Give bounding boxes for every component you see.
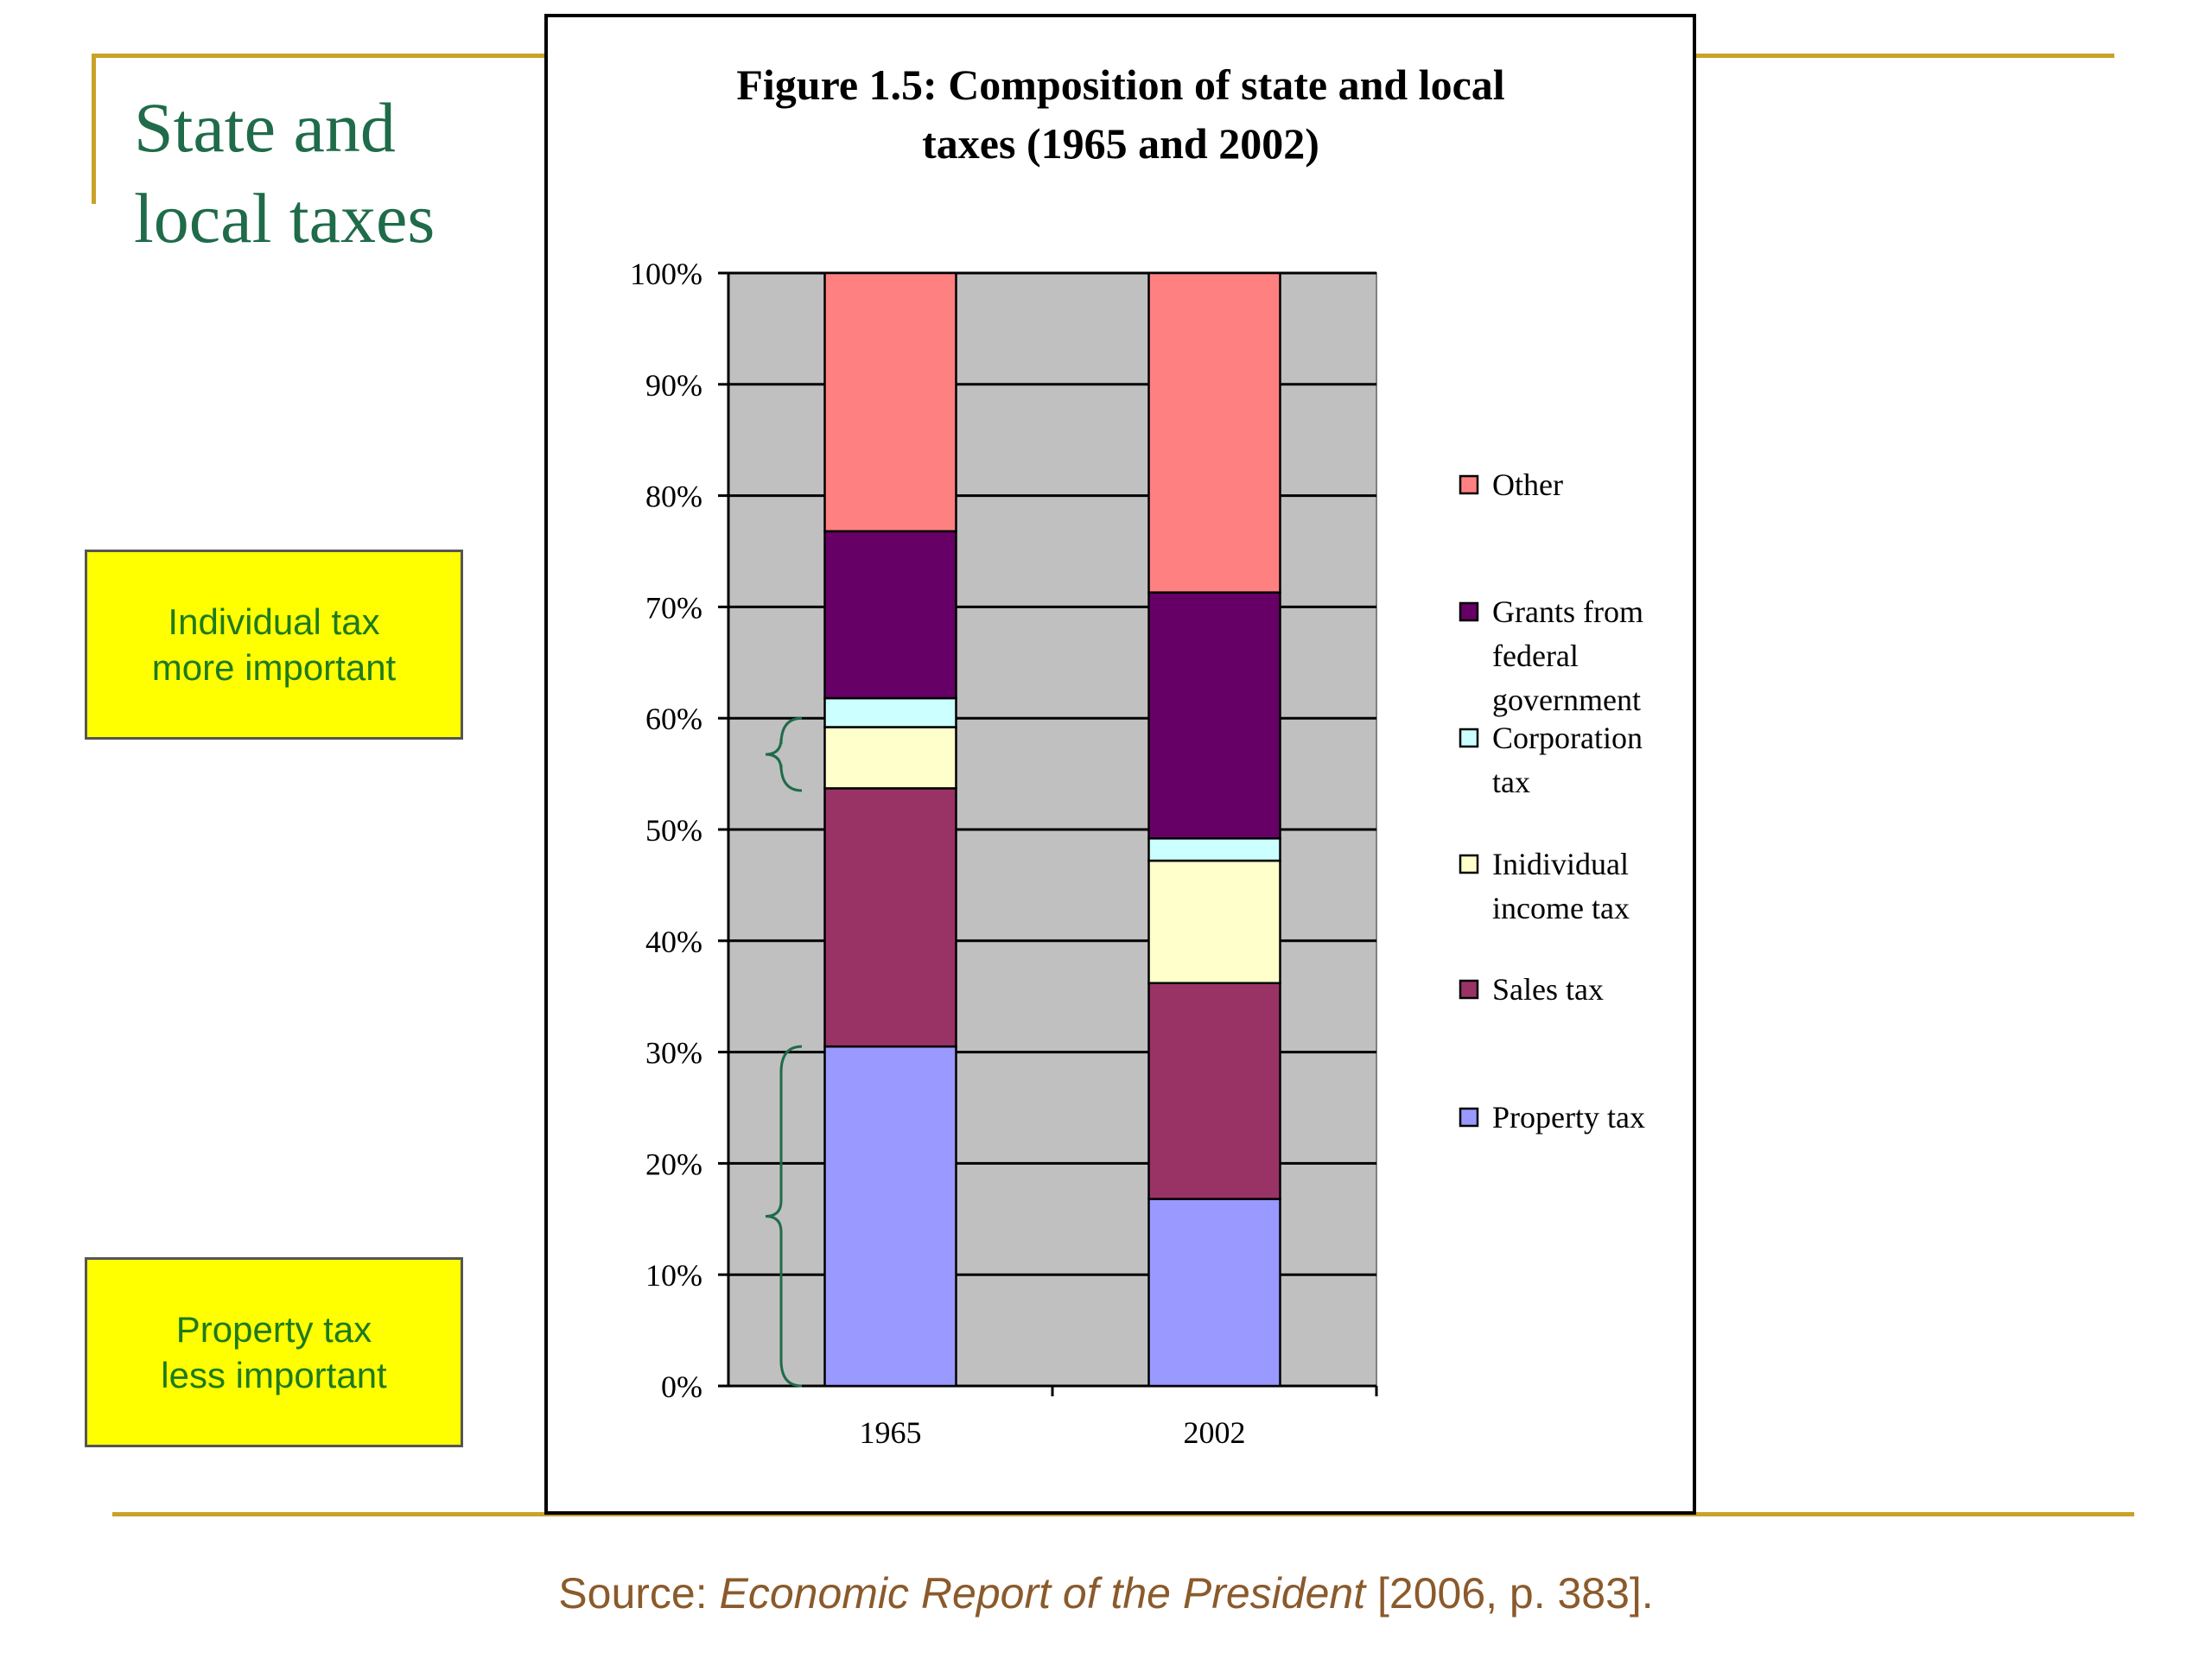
- y-tick-label: 100%: [630, 257, 702, 291]
- y-tick-label: 80%: [645, 480, 702, 514]
- top-left-rule: [92, 54, 544, 58]
- y-tick-label: 0%: [661, 1370, 702, 1404]
- chart-title-line1: Figure 1.5: Composition of state and loc…: [736, 60, 1504, 109]
- bar-segment: [1147, 591, 1281, 840]
- y-tick-label: 10%: [645, 1258, 702, 1293]
- legend-label: Other: [1492, 467, 1563, 502]
- bar-segment: [1147, 271, 1281, 594]
- legend-label: Inidividual: [1492, 847, 1629, 881]
- chart-title-line2: taxes (1965 and 2002): [922, 119, 1319, 168]
- individual-tax-brace: [765, 716, 803, 792]
- legend-label: income tax: [1492, 891, 1630, 925]
- legend-label: Property tax: [1492, 1100, 1645, 1135]
- legend-label: tax: [1492, 765, 1530, 799]
- bar-segment: [823, 726, 957, 790]
- slide-title-line2: local taxes: [134, 179, 435, 257]
- bar-segment: [823, 530, 957, 700]
- legend-swatch: [1459, 1107, 1479, 1128]
- bar-segment: [823, 787, 957, 1048]
- source-title: Economic Report of the President: [719, 1569, 1366, 1618]
- bar-segment: [823, 1045, 957, 1388]
- bar-segment: [1147, 1198, 1281, 1388]
- left-vertical-rule: [92, 54, 96, 204]
- legend-label: Grants from: [1492, 594, 1643, 629]
- property-tax-brace: [765, 1045, 803, 1388]
- legend-swatch: [1459, 474, 1479, 495]
- legend-swatch: [1459, 979, 1479, 1000]
- legend-label: Corporation: [1492, 721, 1643, 755]
- bar-segment: [823, 271, 957, 533]
- y-tick-label: 20%: [645, 1147, 702, 1181]
- source-suffix: [2006, p. 383].: [1365, 1569, 1654, 1618]
- property-tax-callout: Property tax less important: [85, 1257, 463, 1447]
- y-tick-label: 90%: [645, 368, 702, 403]
- source-prefix: Source:: [558, 1569, 720, 1618]
- property-callout-line1: Property tax: [175, 1309, 372, 1350]
- legend-label: federal: [1492, 639, 1579, 673]
- bar-segment: [1147, 859, 1281, 984]
- legend-swatch: [1459, 601, 1479, 622]
- bar-segment: [1147, 837, 1281, 862]
- x-tick-label: 1965: [860, 1415, 922, 1450]
- bar-segment: [1147, 982, 1281, 1200]
- individual-tax-callout: Individual tax more important: [85, 550, 463, 740]
- slide-title: State and local taxes: [134, 82, 531, 264]
- legend-swatch: [1459, 854, 1479, 874]
- x-tick-label: 2002: [1184, 1415, 1246, 1450]
- top-right-rule: [1695, 54, 2114, 58]
- y-tick-label: 70%: [645, 590, 702, 625]
- y-tick-label: 60%: [645, 702, 702, 736]
- legend-label: government: [1492, 683, 1641, 717]
- individual-callout-line1: Individual tax: [168, 601, 380, 642]
- source-citation: Source: Economic Report of the President…: [0, 1568, 2212, 1618]
- slide-title-line1: State and: [134, 88, 396, 167]
- y-tick-label: 50%: [645, 813, 702, 848]
- legend-label: Sales tax: [1492, 972, 1604, 1007]
- property-callout-line2: less important: [161, 1355, 387, 1395]
- bar-segment: [823, 696, 957, 728]
- y-tick-label: 40%: [645, 925, 702, 959]
- legend-swatch: [1459, 728, 1479, 748]
- y-tick-label: 30%: [645, 1036, 702, 1071]
- individual-callout-line2: more important: [151, 647, 397, 688]
